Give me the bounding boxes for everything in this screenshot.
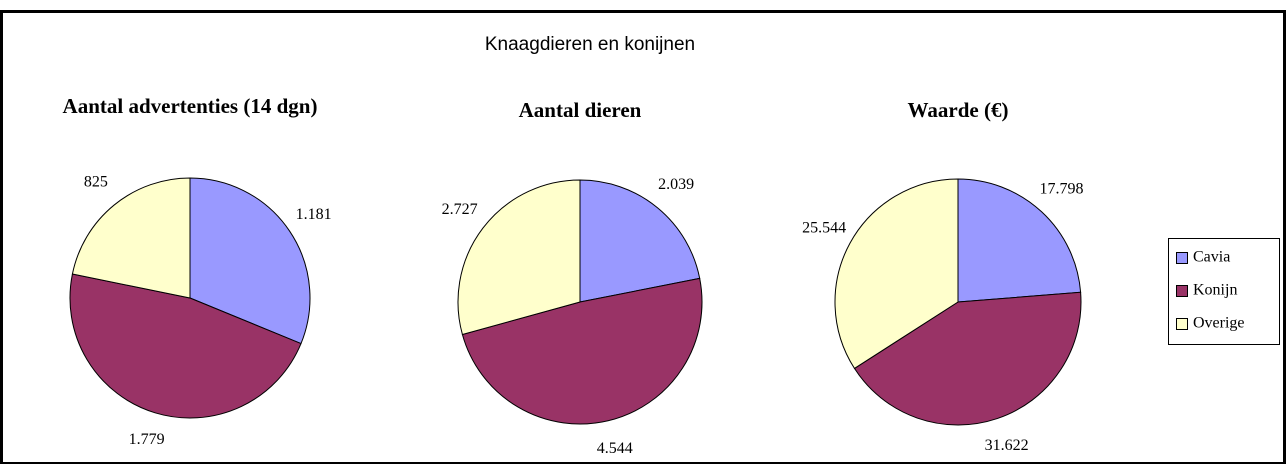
pie-slice — [834, 178, 959, 370]
chart-title: Aantal advertenties (14 dgn) — [63, 94, 318, 118]
data-label: 25.544 — [802, 220, 846, 237]
legend-label: Konijn — [1193, 282, 1237, 299]
data-label: 2.039 — [658, 176, 694, 193]
legend-swatch — [1176, 252, 1188, 264]
legend-swatch — [1176, 318, 1188, 330]
data-label: 825 — [84, 173, 108, 190]
legend-label: Overige — [1193, 315, 1245, 332]
chart-title: Aantal dieren — [519, 98, 642, 122]
data-label: 17.798 — [1040, 181, 1084, 198]
legend-label: Cavia — [1193, 249, 1230, 266]
data-label: 2.727 — [442, 201, 478, 218]
pie-slice — [71, 177, 191, 299]
data-label: 1.779 — [129, 431, 165, 448]
pie-slice — [461, 277, 703, 425]
pie-slice — [853, 291, 1082, 426]
data-label: 1.181 — [296, 206, 332, 223]
page-title: Knaagdieren en konijnen — [485, 34, 695, 55]
pie-slice — [69, 273, 302, 419]
pie-slice — [189, 177, 311, 345]
data-label: 4.544 — [597, 440, 633, 457]
chart-title: Waarde (€) — [908, 98, 1009, 122]
pie-slice — [579, 179, 701, 303]
legend-swatch — [1176, 285, 1188, 297]
pie-slice — [457, 179, 581, 336]
data-label: 31.622 — [985, 437, 1029, 454]
pie-slice — [957, 178, 1082, 303]
